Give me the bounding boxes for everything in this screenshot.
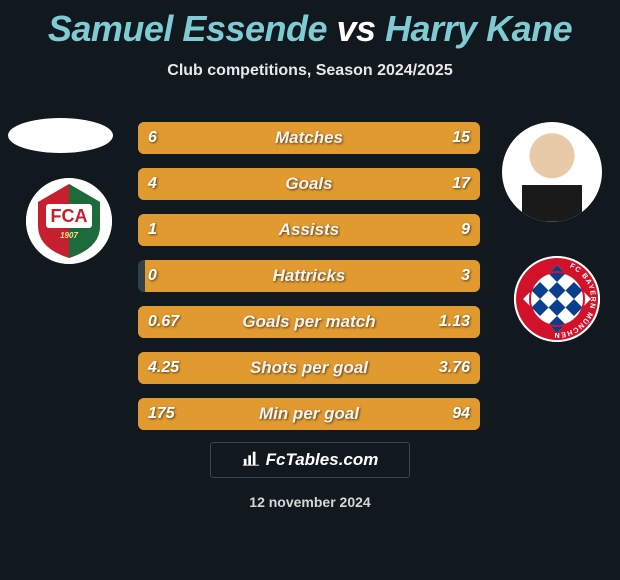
stat-value-p2: 17 [452,168,470,200]
stat-value-p2: 94 [452,398,470,430]
subtitle: Club competitions, Season 2024/2025 [0,62,620,80]
player1-avatar [8,118,113,153]
svg-text:FCA: FCA [51,206,88,226]
comparison-title: Samuel Essende vs Harry Kane [0,0,620,50]
player2-name: Harry Kane [385,8,572,49]
stat-label: Goals [138,168,480,200]
stat-row: 6 Matches 15 [138,122,480,154]
player2-club-badge: FC BAYERN MÜNCHEN [514,256,600,342]
stat-value-p2: 3 [461,260,470,292]
source-label: FcTables.com [266,450,379,470]
stat-row: 4 Goals 17 [138,168,480,200]
svg-text:1907: 1907 [60,231,78,240]
stat-label: Shots per goal [138,352,480,384]
player2-avatar [502,122,602,222]
date-label: 12 november 2024 [0,494,620,510]
stat-value-p2: 3.76 [439,352,470,384]
player1-name: Samuel Essende [48,8,327,49]
stats-table: 6 Matches 15 4 Goals 17 1 Assists 9 0 Ha… [138,122,480,444]
stat-label: Assists [138,214,480,246]
source-link[interactable]: FcTables.com [210,442,410,478]
stat-label: Matches [138,122,480,154]
bar-chart-icon [242,449,260,472]
stat-label: Goals per match [138,306,480,338]
vs-text: vs [337,8,376,49]
stat-row: 0 Hattricks 3 [138,260,480,292]
stat-value-p2: 1.13 [439,306,470,338]
stat-label: Hattricks [138,260,480,292]
stat-row: 0.67 Goals per match 1.13 [138,306,480,338]
stat-row: 175 Min per goal 94 [138,398,480,430]
player1-club-badge: FCA 1907 [26,178,112,264]
stat-row: 4.25 Shots per goal 3.76 [138,352,480,384]
stat-row: 1 Assists 9 [138,214,480,246]
stat-label: Min per goal [138,398,480,430]
stat-value-p2: 15 [452,122,470,154]
stat-value-p2: 9 [461,214,470,246]
